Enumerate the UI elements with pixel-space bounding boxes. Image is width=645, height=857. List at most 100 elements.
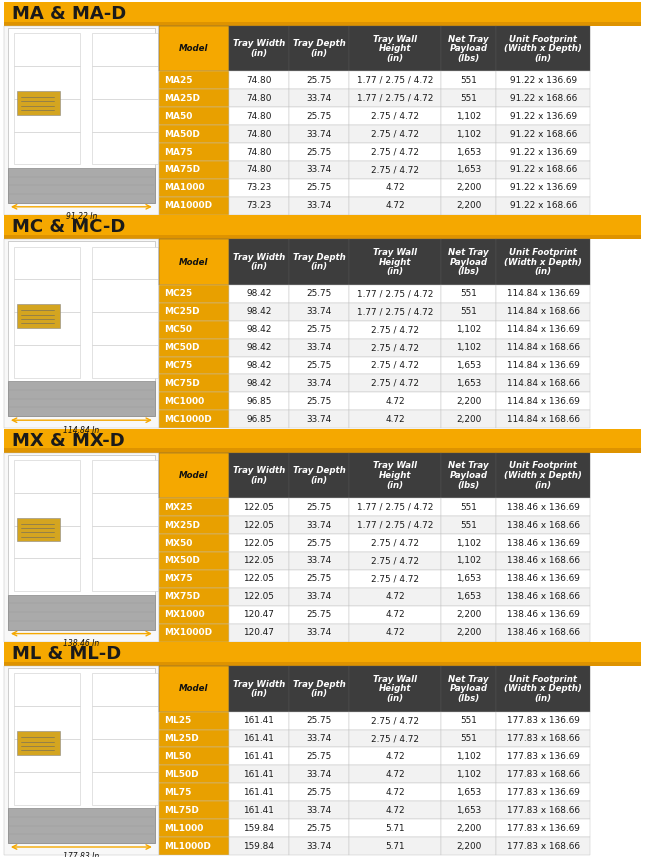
Text: 551: 551: [460, 76, 477, 85]
Bar: [229, 624, 289, 642]
Text: 2.75 / 4.72: 2.75 / 4.72: [371, 379, 419, 388]
Text: 1,102: 1,102: [456, 752, 481, 761]
Text: 138.46 x 136.69: 138.46 x 136.69: [507, 538, 580, 548]
Bar: [349, 747, 441, 765]
Bar: [497, 107, 590, 125]
Text: 138.46 x 168.66: 138.46 x 168.66: [507, 556, 580, 566]
Bar: [229, 197, 289, 215]
Text: 551: 551: [460, 716, 477, 725]
Text: 177.83 x 168.66: 177.83 x 168.66: [507, 734, 580, 743]
Bar: [8, 595, 155, 630]
Text: 98.42: 98.42: [246, 379, 272, 388]
Bar: [229, 239, 289, 285]
Bar: [92, 493, 158, 525]
Text: MX75D: MX75D: [164, 592, 201, 602]
Text: 1,653: 1,653: [456, 165, 481, 175]
Bar: [92, 33, 158, 66]
Bar: [229, 837, 289, 855]
Text: 114.84 In: 114.84 In: [63, 426, 99, 434]
Bar: [159, 552, 229, 570]
Bar: [4, 452, 159, 642]
Text: ML50D: ML50D: [164, 770, 199, 779]
Bar: [229, 125, 289, 143]
Bar: [497, 89, 590, 107]
Bar: [289, 783, 349, 801]
Text: 551: 551: [460, 93, 477, 103]
Text: 33.74: 33.74: [306, 592, 332, 602]
Text: 138.46 x 168.66: 138.46 x 168.66: [507, 628, 580, 637]
Text: 122.05: 122.05: [243, 503, 274, 512]
Bar: [159, 161, 229, 179]
Text: 74.80: 74.80: [246, 129, 272, 139]
Bar: [497, 339, 590, 357]
Bar: [349, 570, 441, 588]
Bar: [289, 357, 349, 375]
Text: 1.77 / 2.75 / 4.72: 1.77 / 2.75 / 4.72: [357, 93, 433, 103]
Text: 33.74: 33.74: [306, 415, 332, 423]
Bar: [289, 588, 349, 606]
Bar: [159, 498, 229, 516]
Bar: [441, 197, 497, 215]
Text: ML75D: ML75D: [164, 806, 199, 815]
Bar: [229, 516, 289, 534]
Text: 4.72: 4.72: [385, 592, 405, 602]
Text: 98.42: 98.42: [246, 343, 272, 352]
Text: 25.75: 25.75: [306, 183, 332, 193]
Text: 138.46 x 168.66: 138.46 x 168.66: [507, 520, 580, 530]
Text: MA50D: MA50D: [164, 129, 200, 139]
Text: 114.84 x 136.69: 114.84 x 136.69: [507, 325, 580, 334]
Bar: [289, 179, 349, 197]
Bar: [349, 71, 441, 89]
Text: Tray Width
(in): Tray Width (in): [233, 39, 285, 58]
Bar: [159, 303, 229, 321]
Bar: [159, 89, 229, 107]
Text: Tray Wall
Height
(in): Tray Wall Height (in): [373, 461, 417, 489]
Text: 177.83 x 168.66: 177.83 x 168.66: [507, 842, 580, 850]
Bar: [497, 411, 590, 428]
Text: 1,653: 1,653: [456, 574, 481, 584]
Text: MC25D: MC25D: [164, 307, 200, 316]
Text: 177.83 x 136.69: 177.83 x 136.69: [507, 752, 580, 761]
Bar: [17, 518, 60, 542]
Text: 1.77 / 2.75 / 4.72: 1.77 / 2.75 / 4.72: [357, 290, 433, 298]
Text: 33.74: 33.74: [306, 165, 332, 175]
Text: MA25: MA25: [164, 76, 193, 85]
Bar: [289, 26, 349, 71]
Bar: [159, 606, 229, 624]
Bar: [4, 448, 641, 452]
Text: 4.72: 4.72: [385, 201, 405, 210]
Text: 2.75 / 4.72: 2.75 / 4.72: [371, 129, 419, 139]
Bar: [349, 197, 441, 215]
Text: MX1000D: MX1000D: [164, 628, 212, 637]
Text: 551: 551: [460, 290, 477, 298]
Bar: [441, 285, 497, 303]
Bar: [289, 321, 349, 339]
Text: ML1000D: ML1000D: [164, 842, 212, 850]
Text: 33.74: 33.74: [306, 93, 332, 103]
Bar: [497, 711, 590, 729]
Bar: [289, 125, 349, 143]
Text: 159.84: 159.84: [243, 842, 274, 850]
Bar: [159, 729, 229, 747]
Bar: [441, 71, 497, 89]
Bar: [497, 552, 590, 570]
Text: 4.72: 4.72: [385, 183, 405, 193]
Bar: [4, 666, 159, 855]
Text: 5.71: 5.71: [385, 824, 405, 833]
Text: 551: 551: [460, 307, 477, 316]
Text: ML & ML-D: ML & ML-D: [12, 645, 121, 663]
Text: 1,102: 1,102: [456, 343, 481, 352]
Text: Tray Wall
Height
(in): Tray Wall Height (in): [373, 34, 417, 63]
Text: 2.75 / 4.72: 2.75 / 4.72: [371, 325, 419, 334]
Bar: [229, 765, 289, 783]
Bar: [289, 729, 349, 747]
Bar: [4, 2, 641, 26]
Bar: [14, 345, 80, 378]
Bar: [441, 161, 497, 179]
Text: 114.84 x 136.69: 114.84 x 136.69: [507, 397, 580, 406]
Text: 161.41: 161.41: [243, 770, 274, 779]
Bar: [229, 498, 289, 516]
Bar: [441, 411, 497, 428]
Bar: [159, 801, 229, 819]
Bar: [229, 357, 289, 375]
